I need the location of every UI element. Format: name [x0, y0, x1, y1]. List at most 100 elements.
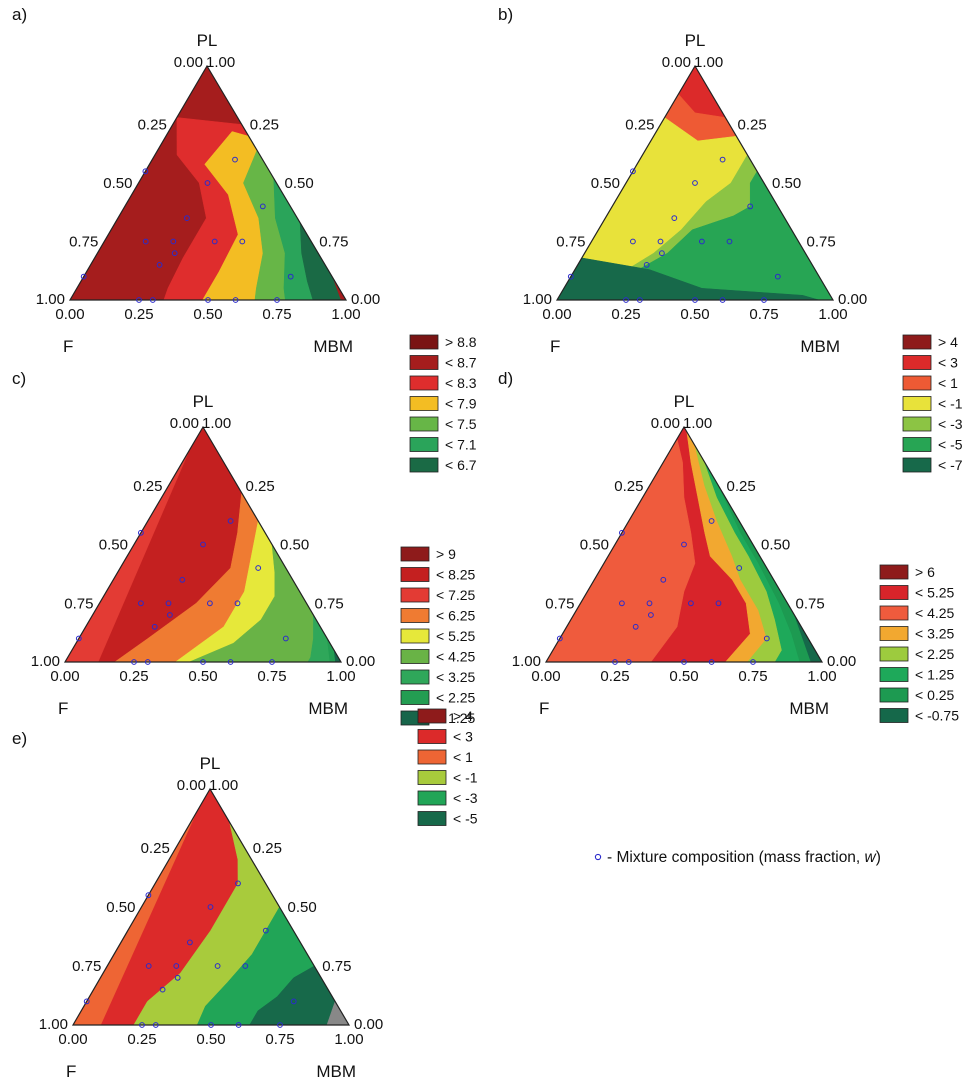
contour-region [546, 438, 696, 662]
tick-label: 1.00 [31, 653, 60, 670]
tick-label: 0.50 [761, 537, 790, 554]
vertex-label-left: F [63, 337, 73, 356]
mixture-point [167, 612, 173, 618]
legend-swatch [400, 546, 430, 562]
vertex-label-top: PL [200, 754, 221, 773]
legend-swatch [879, 667, 909, 682]
mixture-point [235, 1022, 242, 1028]
mixture-point [688, 600, 694, 607]
legend-swatch [902, 396, 932, 411]
tick-label: 0.50 [285, 175, 314, 192]
tick-label: 0.50 [288, 899, 317, 916]
vertex-label-top: PL [685, 31, 706, 50]
legend-label: < -3 [453, 790, 478, 806]
tick-label: 0.50 [280, 537, 309, 554]
legend-swatch [409, 375, 439, 391]
mixture-point [235, 880, 241, 887]
mixture-point [277, 1022, 283, 1028]
mixture-point [149, 297, 156, 303]
legend-label: < 0.25 [915, 687, 955, 703]
vertex-label-top: PL [674, 392, 695, 411]
tick-label: 0.75 [69, 234, 98, 251]
mixture-point [80, 273, 87, 280]
tick-label: 0.75 [72, 958, 101, 975]
mixture-point [138, 529, 144, 536]
panel-label: e) [12, 729, 27, 748]
tick-label: 1.00 [818, 306, 847, 323]
tick-label: 0.25 [253, 840, 282, 857]
ternary-triangle [555, 64, 835, 301]
mixture-point [83, 998, 90, 1005]
legend-swatch [879, 564, 909, 580]
legend-swatch [902, 416, 932, 432]
tick-label: 0.25 [246, 478, 275, 495]
mixture-point [612, 659, 618, 665]
tick-label: 0.25 [127, 1031, 156, 1048]
mixture-point [671, 215, 678, 222]
mixture-point [234, 600, 241, 607]
mixture-point [262, 927, 269, 934]
tick-label: 0.50 [669, 668, 698, 685]
tick-label: 0.50 [188, 668, 217, 685]
tick-label: 0.75 [315, 595, 344, 612]
mixture-point [659, 250, 665, 257]
tick-label: 0.75 [556, 234, 585, 251]
ternary-panel-1: 0.25 0.50 0.75 0.25 0.50 0.75 0.00 0.25 0.50 0.75… [12, 5, 477, 473]
tick-label: 1.00 [209, 777, 238, 794]
vertex-label-right: MBM [800, 337, 840, 356]
legend-label: > 8.8 [445, 334, 477, 350]
legend-label: < 3 [453, 729, 473, 745]
contour-region [557, 257, 820, 300]
tick-label: 1.00 [331, 306, 360, 323]
legend-label: < 8.3 [445, 375, 477, 391]
mixture-point [138, 600, 144, 607]
legend-label: < 5.25 [915, 585, 955, 601]
tick-label: 1.00 [326, 668, 355, 685]
mixture-point [187, 939, 193, 946]
legend-swatch [409, 355, 439, 370]
mixture-point [152, 1022, 159, 1028]
tick-label: 0.00 [174, 54, 203, 71]
mixture-point [75, 635, 82, 642]
mixture-point [205, 297, 211, 303]
legend-swatch [400, 567, 430, 582]
tick-label: 1.00 [523, 291, 552, 308]
vertex-label-left: F [66, 1062, 76, 1077]
ternary-triangle [63, 425, 343, 663]
tick-label: 0.50 [193, 306, 222, 323]
legend-label: < -7 [938, 457, 963, 473]
legend-label: < 3.25 [915, 626, 955, 642]
mixture-point [625, 659, 632, 665]
vertex-label-top: PL [197, 31, 218, 50]
legend-swatch [902, 355, 932, 370]
mixture-point [708, 518, 715, 524]
legend-label: < 6.25 [436, 608, 476, 624]
mixture-point [139, 1022, 145, 1028]
tick-label: 1.00 [206, 54, 235, 71]
tick-label: 0.25 [611, 306, 640, 323]
legend-label: < -1 [938, 396, 963, 412]
mixture-point [681, 541, 687, 548]
mixture-point [156, 262, 163, 268]
tick-label: 0.75 [796, 595, 825, 612]
mixture-point [282, 635, 289, 642]
legend-label: < 2.25 [915, 646, 955, 662]
mixture-point [750, 659, 756, 665]
legend-swatch [400, 608, 430, 623]
legend-label: < 2.25 [436, 690, 476, 706]
legend: > 6 < 5.25 < 4.25 < 3.25 < 2.25 < 1.25 < 0.25 <… [879, 564, 959, 724]
mixture-point [567, 273, 574, 280]
mixture-point [159, 986, 166, 993]
tick-label: 1.00 [807, 668, 836, 685]
tick-label: 0.25 [625, 117, 654, 134]
contour-region [188, 544, 341, 662]
tick-label: 0.25 [119, 668, 148, 685]
mixture-point [239, 238, 246, 245]
tick-label: 0.25 [738, 117, 767, 134]
vertex-label-right: MBM [313, 337, 353, 356]
panel-label: a) [12, 5, 27, 24]
marker-note-text: - Mixture composition (mass fraction, w) [607, 849, 881, 866]
mixture-point [179, 576, 186, 583]
legend-swatch [417, 708, 447, 724]
